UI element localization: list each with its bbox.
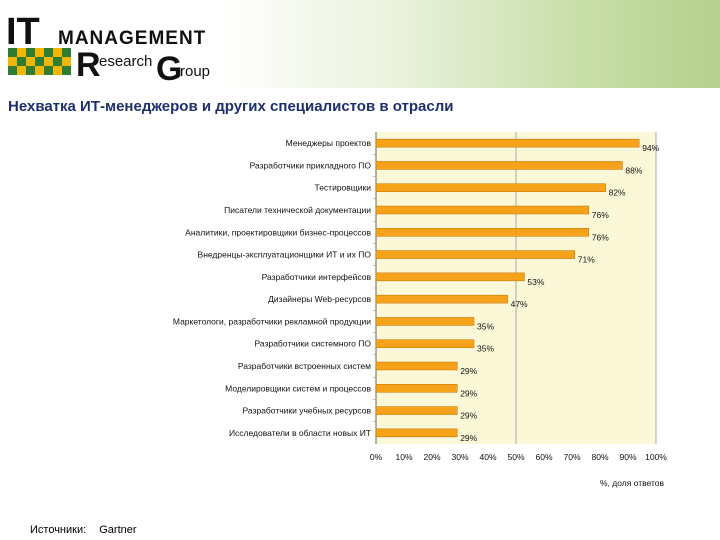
value-label: 94% bbox=[642, 143, 659, 153]
value-label: 82% bbox=[609, 188, 626, 198]
bar bbox=[375, 406, 458, 415]
logo-esearch: esearch bbox=[99, 53, 152, 70]
value-label: 29% bbox=[460, 366, 477, 376]
category-label: Дизайнеры Web-ресурсов bbox=[268, 294, 371, 304]
category-label: Моделировщики систем и процессов bbox=[225, 383, 371, 393]
bar bbox=[375, 250, 576, 259]
source-value: Gartner bbox=[99, 524, 137, 536]
x-tick-label: 40% bbox=[479, 452, 496, 462]
category-label: Тестировщики bbox=[314, 183, 371, 193]
x-tick-label: 60% bbox=[535, 452, 552, 462]
category-label: Разработчики встроенных систем bbox=[238, 361, 371, 371]
category-label: Разработчики прикладного ПО bbox=[250, 160, 372, 170]
bar bbox=[375, 138, 640, 148]
value-label: 29% bbox=[460, 411, 477, 421]
bar bbox=[375, 317, 475, 326]
value-label: 71% bbox=[578, 255, 595, 265]
x-tick-label: 90% bbox=[619, 452, 636, 462]
logo-g: G bbox=[156, 50, 182, 82]
value-label: 76% bbox=[592, 232, 609, 242]
bar bbox=[375, 272, 525, 282]
x-axis-label: %, доля ответов bbox=[600, 478, 665, 488]
bar bbox=[375, 339, 475, 348]
value-label: 35% bbox=[477, 344, 494, 354]
logo-checker-icon bbox=[8, 48, 71, 75]
x-tick-label: 70% bbox=[563, 452, 580, 462]
category-label: Исследователи в области новых ИТ bbox=[229, 428, 371, 438]
category-label: Маркетологи, разработчики рекламной прод… bbox=[173, 316, 371, 326]
x-tick-label: 30% bbox=[451, 452, 468, 462]
x-tick-label: 100% bbox=[645, 452, 667, 462]
bar bbox=[375, 428, 458, 438]
category-label: Разработчики учебных ресурсов bbox=[243, 406, 372, 416]
value-label: 88% bbox=[625, 165, 642, 175]
category-label: Разработчики интерфейсов bbox=[262, 272, 372, 282]
x-tick-label: 0% bbox=[370, 452, 383, 462]
page-title: Нехватка ИТ-менеджеров и других специали… bbox=[8, 98, 454, 115]
bar bbox=[375, 183, 606, 192]
category-label: Аналитики, проектировщики бизнес-процесс… bbox=[185, 227, 371, 237]
value-label: 29% bbox=[460, 433, 477, 443]
bar bbox=[375, 228, 590, 237]
value-label: 53% bbox=[527, 277, 544, 287]
bar-chart: Менеджеры проектов 94% Разработчики прикла… bbox=[0, 128, 720, 498]
logo-it: IT bbox=[6, 11, 40, 53]
value-label: 47% bbox=[511, 299, 528, 309]
bar bbox=[375, 361, 458, 371]
category-label: Менеджеры проектов bbox=[286, 138, 372, 148]
x-tick-label: 20% bbox=[423, 452, 440, 462]
source-note: Источники: Gartner bbox=[30, 524, 147, 536]
source-label: Источники: bbox=[30, 524, 87, 536]
category-label: Внедренцы-эксплуатационщики ИТ и их ПО bbox=[198, 250, 372, 260]
bar bbox=[375, 161, 623, 170]
x-tick-label: 50% bbox=[507, 452, 524, 462]
value-label: 76% bbox=[592, 210, 609, 220]
header-band bbox=[0, 0, 720, 88]
value-label: 29% bbox=[460, 388, 477, 398]
x-tick-label: 10% bbox=[395, 452, 412, 462]
logo-r: R bbox=[76, 46, 101, 82]
x-tick-label: 80% bbox=[591, 452, 608, 462]
logo-roup: roup bbox=[180, 63, 210, 80]
category-label: Разработчики системного ПО bbox=[255, 339, 372, 349]
bar bbox=[375, 205, 590, 215]
bar bbox=[375, 384, 458, 393]
logo-management: MANAGEMENT bbox=[58, 28, 206, 49]
company-logo: IT MANAGEMENT R esearch G roup bbox=[6, 10, 216, 88]
value-label: 35% bbox=[477, 321, 494, 331]
category-label: Писатели технической документации bbox=[224, 205, 371, 215]
bar bbox=[375, 294, 508, 304]
